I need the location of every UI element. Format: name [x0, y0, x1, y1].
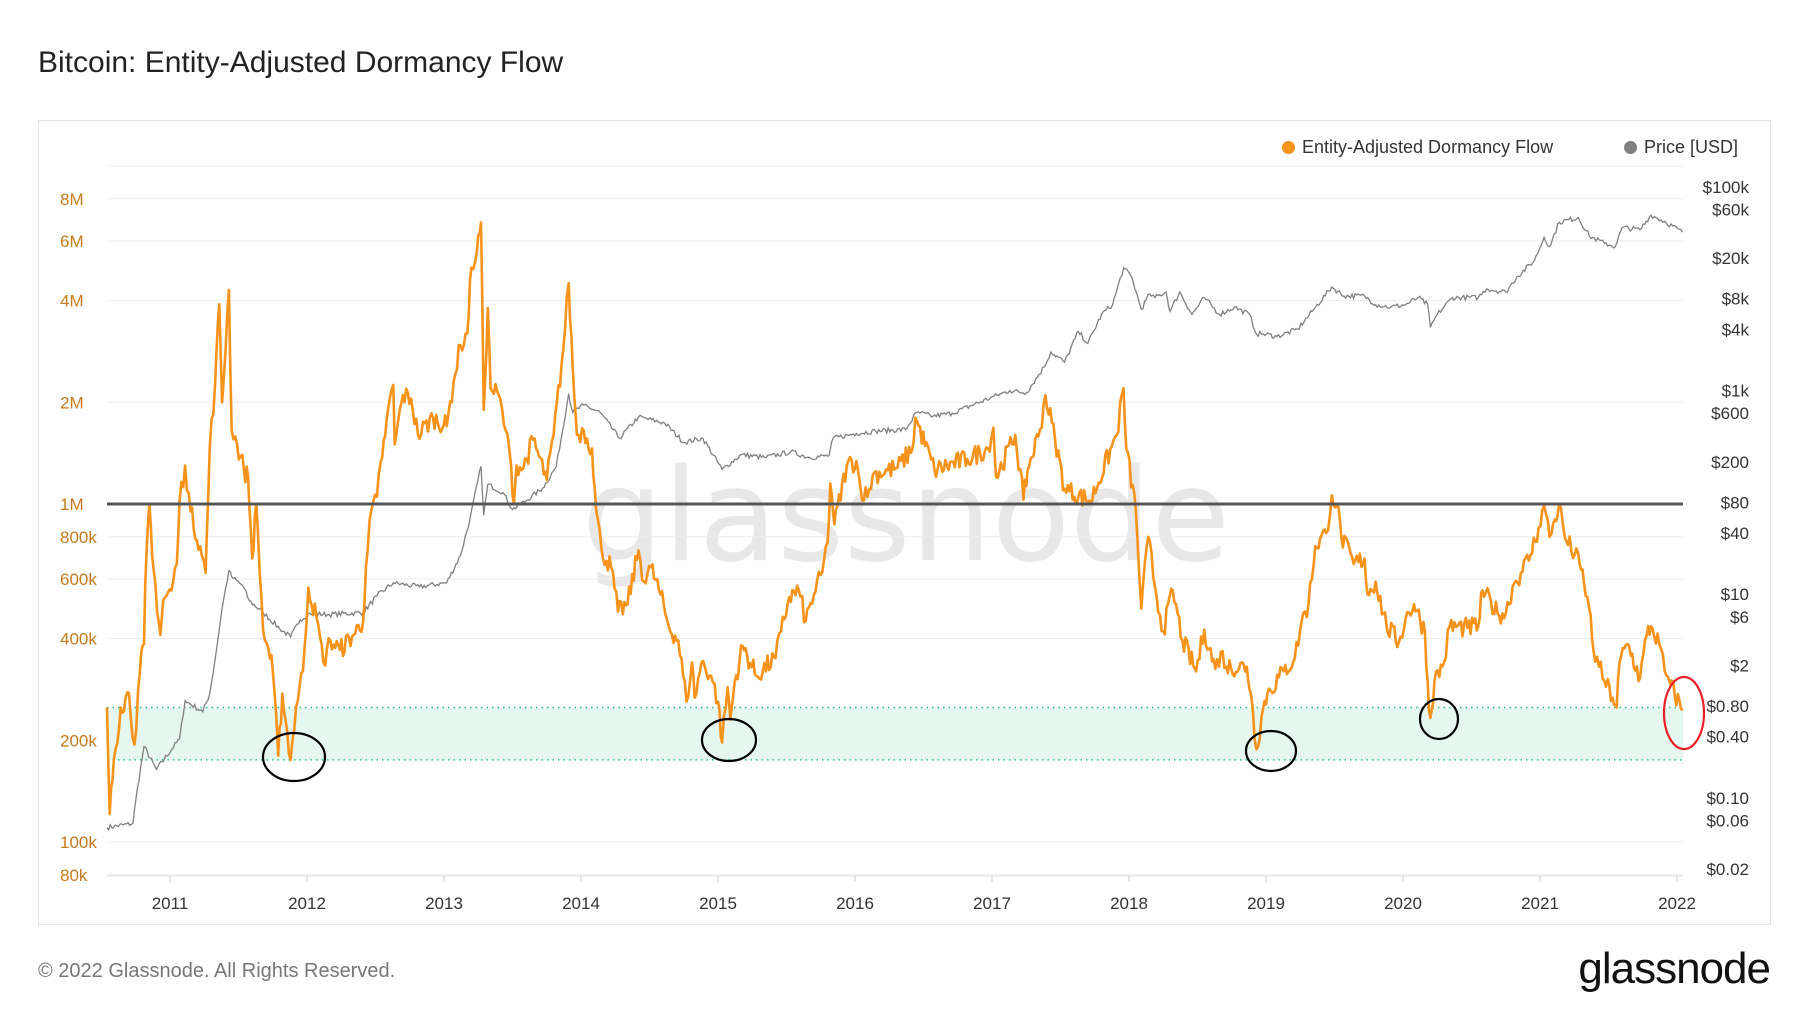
- x-axis-tick-label: 2022: [1658, 894, 1696, 913]
- legend-item-flow[interactable]: Entity-Adjusted Dormancy Flow: [1282, 137, 1553, 158]
- right-axis-tick-label: $40: [1721, 524, 1749, 543]
- x-axis-tick-label: 2020: [1384, 894, 1422, 913]
- glassnode-logo[interactable]: glassnode: [1578, 944, 1771, 993]
- legend-dot-icon: [1282, 141, 1295, 154]
- legend-label: Price [USD]: [1644, 137, 1739, 157]
- left-axis-tick-label: 4M: [60, 292, 84, 311]
- left-axis-tick-label: 1M: [60, 495, 84, 514]
- x-axis-tick-label: 2017: [973, 894, 1011, 913]
- x-axis-tick-label: 2019: [1247, 894, 1285, 913]
- right-axis-tick-label: $60k: [1712, 201, 1749, 220]
- left-axis-tick-label: 600k: [60, 570, 97, 589]
- right-axis-tick-label: $0.40: [1706, 728, 1749, 747]
- support-band: [107, 707, 1683, 760]
- left-axis-tick-label: 80k: [60, 866, 88, 885]
- chart-frame: [38, 120, 1771, 925]
- x-axis-tick-label: 2011: [152, 894, 189, 913]
- current-annotation-circle: [1662, 675, 1706, 751]
- x-axis-tick-label: 2013: [425, 894, 463, 913]
- right-axis-tick-label: $20k: [1712, 249, 1749, 268]
- x-axis-tick-label: 2018: [1110, 894, 1148, 913]
- left-axis-tick-label: 400k: [60, 630, 97, 649]
- right-axis-tick-label: $8k: [1722, 290, 1750, 309]
- right-axis-tick-label: $4k: [1722, 320, 1750, 339]
- right-axis-tick-label: $0.80: [1706, 697, 1749, 716]
- legend-label: Entity-Adjusted Dormancy Flow: [1302, 137, 1554, 157]
- left-axis-tick-label: 6M: [60, 232, 84, 251]
- right-axis-tick-label: $100k: [1703, 178, 1750, 197]
- left-axis-tick-label: 200k: [60, 731, 97, 750]
- watermark: glassnode: [582, 442, 1230, 591]
- right-axis-tick-label: $0.10: [1706, 789, 1749, 808]
- x-axis-tick-label: 2021: [1521, 894, 1559, 913]
- right-axis-tick-label: $2: [1730, 656, 1749, 675]
- right-axis-tick-label: $10: [1721, 585, 1749, 604]
- legend-dot-icon: [1624, 141, 1637, 154]
- bottom-annotation-circle: [1244, 729, 1298, 773]
- x-axis-tick-label: 2014: [562, 894, 600, 913]
- right-axis-tick-label: $0.06: [1706, 811, 1749, 830]
- x-axis-tick-label: 2015: [699, 894, 737, 913]
- right-axis-tick-label: $80: [1721, 493, 1749, 512]
- left-axis-tick-label: 800k: [60, 528, 97, 547]
- left-axis-tick-label: 2M: [60, 393, 84, 412]
- x-axis-tick-label: 2012: [288, 894, 326, 913]
- x-axis-tick-label: 2016: [836, 894, 874, 913]
- left-axis-tick-label: 100k: [60, 833, 97, 852]
- right-axis-tick-label: $0.02: [1706, 860, 1749, 879]
- bottom-annotation-circle: [700, 717, 758, 763]
- left-axis-tick-label: 8M: [60, 190, 84, 209]
- right-axis-tick-label: $200: [1711, 453, 1749, 472]
- right-axis-tick-label: $6: [1730, 608, 1749, 627]
- right-axis-tick-label: $600: [1711, 404, 1749, 423]
- chart-title: Bitcoin: Entity-Adjusted Dormancy Flow: [38, 46, 564, 79]
- right-axis-tick-label: $1k: [1722, 382, 1750, 401]
- bottom-annotation-circle: [261, 731, 327, 783]
- copyright: © 2022 Glassnode. All Rights Reserved.: [38, 960, 396, 982]
- bottom-annotation-circle: [1418, 697, 1460, 741]
- legend-item-price[interactable]: Price [USD]: [1624, 137, 1738, 158]
- price-series-line: [106, 213, 1684, 832]
- dormancy-flow-series-line: [105, 221, 1684, 816]
